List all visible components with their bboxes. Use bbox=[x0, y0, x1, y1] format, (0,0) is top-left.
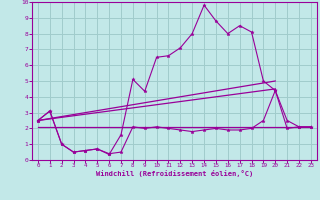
X-axis label: Windchill (Refroidissement éolien,°C): Windchill (Refroidissement éolien,°C) bbox=[96, 170, 253, 177]
